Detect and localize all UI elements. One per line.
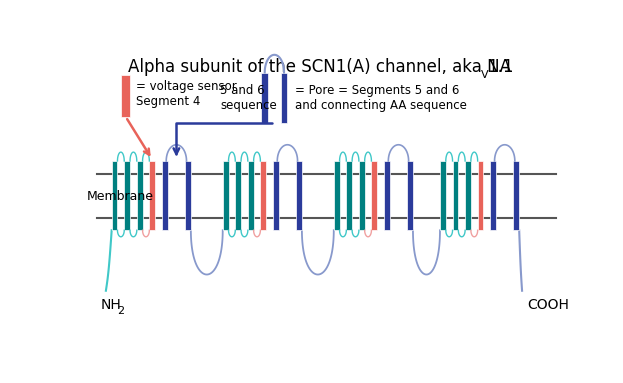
Bar bbox=[260, 161, 266, 230]
Bar bbox=[150, 161, 155, 230]
Bar bbox=[248, 161, 254, 230]
Bar bbox=[273, 161, 278, 230]
Bar bbox=[185, 161, 191, 230]
Text: 5 and 6
sequence: 5 and 6 sequence bbox=[221, 83, 277, 111]
Bar bbox=[465, 161, 471, 230]
Bar bbox=[440, 161, 446, 230]
Bar bbox=[281, 72, 287, 123]
Text: Alpha subunit of the SCN1(A) channel, aka NA: Alpha subunit of the SCN1(A) channel, ak… bbox=[128, 58, 511, 76]
Text: = voltage sensor
Segment 4: = voltage sensor Segment 4 bbox=[136, 80, 237, 108]
Bar bbox=[334, 161, 340, 230]
Bar bbox=[346, 161, 352, 230]
Bar bbox=[452, 161, 459, 230]
Bar bbox=[235, 161, 241, 230]
Text: 2: 2 bbox=[118, 306, 125, 316]
Bar bbox=[490, 161, 496, 230]
Text: Membrane: Membrane bbox=[87, 190, 153, 203]
Bar bbox=[124, 161, 130, 230]
Text: NH: NH bbox=[101, 298, 122, 313]
Bar bbox=[407, 161, 413, 230]
Bar bbox=[384, 161, 390, 230]
Bar bbox=[513, 161, 519, 230]
Bar bbox=[223, 161, 229, 230]
Text: 1.1: 1.1 bbox=[487, 58, 513, 76]
Bar bbox=[121, 75, 130, 117]
Bar bbox=[371, 161, 378, 230]
Bar bbox=[112, 161, 118, 230]
Bar bbox=[162, 161, 168, 230]
Bar bbox=[359, 161, 364, 230]
Bar bbox=[478, 161, 483, 230]
Text: V: V bbox=[480, 70, 488, 80]
Text: COOH: COOH bbox=[527, 298, 569, 313]
Bar bbox=[296, 161, 302, 230]
Text: = Pore = Segments 5 and 6
and connecting AA sequence: = Pore = Segments 5 and 6 and connecting… bbox=[295, 83, 467, 111]
Bar bbox=[137, 161, 143, 230]
Bar bbox=[262, 72, 268, 123]
